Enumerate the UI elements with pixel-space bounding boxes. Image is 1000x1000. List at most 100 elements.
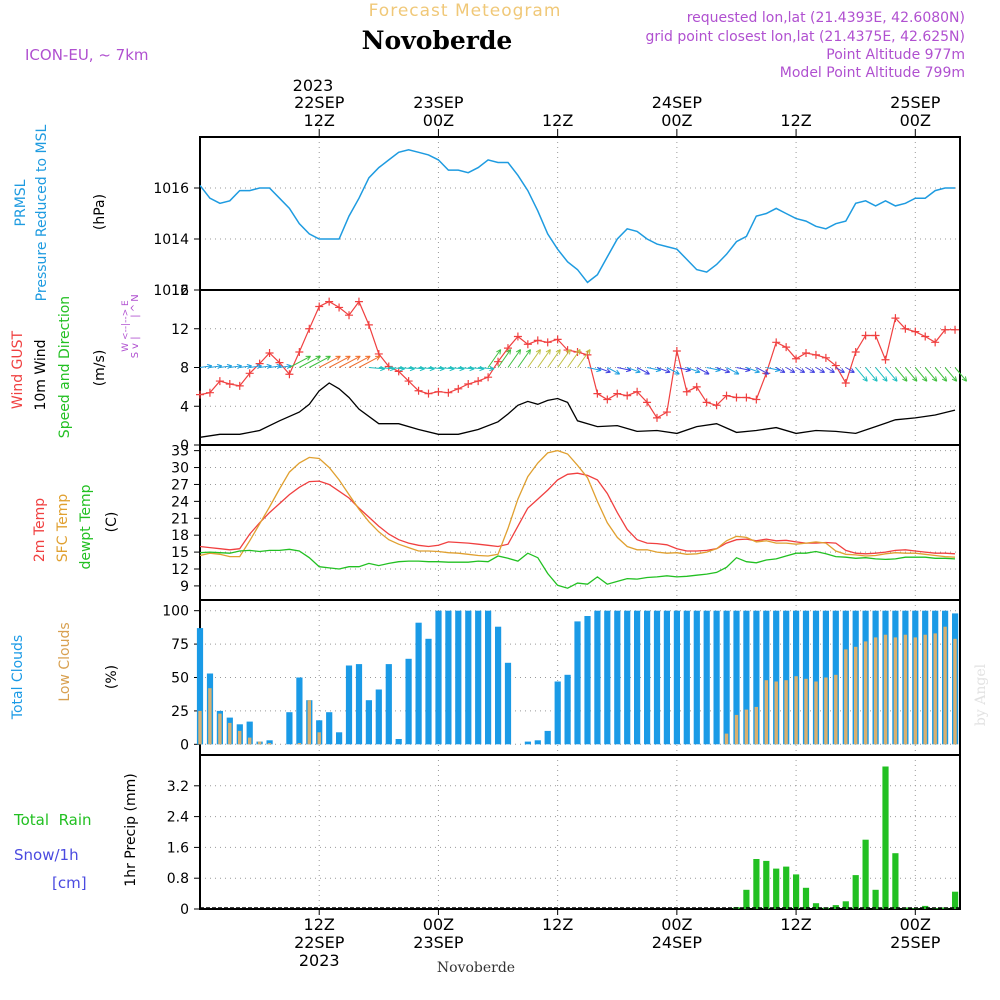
- gust-point: [752, 395, 761, 404]
- wind-arrow: [855, 367, 868, 382]
- total-cloud-bar: [534, 740, 541, 745]
- total-cloud-bar: [663, 610, 670, 745]
- gust-point: [245, 369, 254, 378]
- precip-labels: Total Rain Snow/1h [cm] 1hr Precip (mm): [13, 773, 139, 892]
- gust-point: [205, 388, 214, 397]
- compass-bar-down: |: [130, 336, 141, 339]
- total-cloud-bar: [286, 712, 293, 745]
- wind-arrow: [269, 363, 282, 370]
- wind-arrow: [885, 367, 898, 382]
- total-cloud-bar: [455, 610, 462, 745]
- low-cloud-bar: [943, 626, 947, 745]
- total-cloud-bar: [524, 741, 531, 745]
- rain-bar: [892, 853, 899, 909]
- panel-pressure: 1012 1014 1016: [153, 136, 961, 299]
- wind-arrow: [815, 367, 826, 373]
- low-cloud-bar: [814, 681, 818, 745]
- ytick-label: 1.6: [167, 840, 189, 856]
- wind-arrow: [785, 367, 796, 373]
- gust-point: [295, 348, 304, 356]
- time-tick: 12Z 12Z: [780, 111, 811, 934]
- wind-arrow: [249, 363, 262, 370]
- rain-bar: [763, 860, 770, 909]
- gust-point: [494, 357, 503, 366]
- temp-labels: 2m Temp SFC Temp dewpt Temp (C): [32, 484, 120, 569]
- wind-unit: (m/s): [92, 350, 108, 387]
- total-cloud-bar: [445, 610, 452, 745]
- low-cloud-bar: [844, 649, 848, 745]
- wind-arrow: [636, 367, 650, 375]
- panel-frame: [199, 754, 961, 910]
- total-cloud-bar: [723, 610, 730, 745]
- gust-point: [265, 348, 274, 357]
- compass-arrow-down: v: [130, 343, 141, 349]
- low-cloud-bar: [734, 714, 739, 745]
- low-cloud-bar: [744, 709, 749, 745]
- sfc-temp-label: SFC Temp: [55, 494, 71, 563]
- wind-arrow: [716, 367, 731, 374]
- rain-bar: [743, 889, 750, 910]
- ytick-label: 24: [171, 494, 189, 510]
- panel-frame: [199, 136, 961, 291]
- bottom-time-label: 12Z: [542, 915, 573, 934]
- dewpt-label: dewpt Temp: [78, 484, 94, 569]
- gust-point: [851, 348, 860, 356]
- low-cloud-bar: [824, 677, 828, 745]
- low-cloud-bar: [854, 646, 858, 745]
- total-cloud-bar: [614, 610, 621, 745]
- bottom-time-label: 00Z: [423, 915, 454, 934]
- wind-arrow: [627, 367, 641, 374]
- gust-point: [196, 390, 204, 399]
- wind-arrow: [547, 349, 561, 368]
- wind-arrow: [199, 363, 213, 370]
- top-year-label: 2023: [293, 76, 334, 95]
- low-cloud-bar: [784, 680, 788, 745]
- gust-point: [871, 331, 880, 340]
- total-cloud-bar: [634, 610, 641, 745]
- gust-point: [831, 361, 840, 370]
- rain-bar: [882, 766, 889, 909]
- cloud-labels: Total Clouds Low Clouds (%): [10, 622, 120, 720]
- total-cloud-label: Total Clouds: [10, 635, 26, 720]
- ytick-label: 12: [171, 322, 189, 338]
- gust-point: [802, 348, 811, 357]
- low-cloud-bar: [883, 634, 888, 745]
- top-time-label: 23SEP: [413, 93, 464, 112]
- top-time-label: 00Z: [423, 111, 454, 130]
- gust-point: [533, 336, 542, 345]
- gust-point: [722, 391, 731, 400]
- rain-bar: [872, 889, 879, 910]
- gust-point: [434, 387, 443, 396]
- requested-coords: requested lon,lat (21.4393E, 42.6080N): [687, 10, 965, 26]
- wind-arrow: [567, 349, 581, 368]
- low-cloud-bar: [774, 681, 778, 745]
- wind-arrow: [825, 367, 835, 373]
- low-cloud-bar: [228, 722, 232, 745]
- wind-arrow: [318, 355, 341, 368]
- bottom-time-label: 00Z: [900, 915, 931, 934]
- total-cloud-bar: [495, 626, 502, 745]
- wind-arrow: [358, 355, 381, 368]
- gust-point: [573, 348, 582, 356]
- gust-point: [633, 387, 642, 396]
- wind-arrow: [487, 349, 502, 368]
- wind-arrow: [666, 367, 680, 375]
- wind-compass: N ^ | W <--|--> E | v S: [121, 294, 141, 358]
- wind-arrow: [299, 355, 321, 368]
- wind-arrow: [746, 367, 760, 374]
- wind-arrow: [756, 367, 770, 375]
- temp2m-label: 2m Temp: [32, 498, 48, 562]
- gust-point: [235, 381, 244, 390]
- ytick-label: 0: [180, 438, 189, 454]
- gust-point: [702, 398, 711, 407]
- time-tick: 12Z 12Z: [542, 111, 573, 934]
- precip-axis-label: 1hr Precip (mm): [123, 773, 139, 886]
- low-cloud-bar: [297, 743, 302, 745]
- gust-point: [543, 338, 552, 347]
- compass-bar-up: |: [130, 314, 141, 317]
- gust-point: [513, 332, 522, 341]
- rain-bar: [862, 839, 869, 909]
- gridpoint-coords: grid point closest lon,lat (21.4375E, 42…: [645, 29, 965, 45]
- top-time-label: 12Z: [780, 111, 811, 130]
- gust-point: [603, 395, 612, 404]
